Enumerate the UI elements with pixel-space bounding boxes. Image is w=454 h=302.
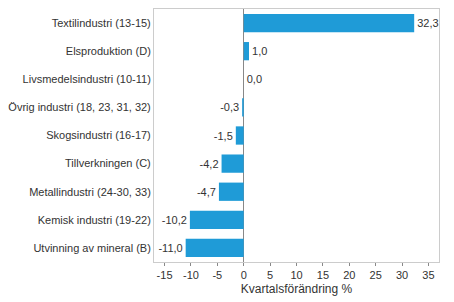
svg-text:32,3: 32,3 xyxy=(417,17,438,29)
svg-text:Livsmedelsindustri (10-11): Livsmedelsindustri (10-11) xyxy=(23,73,151,85)
svg-text:-5: -5 xyxy=(212,269,222,281)
svg-text:Kemisk industri (19-22): Kemisk industri (19-22) xyxy=(38,214,151,226)
svg-text:1,0: 1,0 xyxy=(252,45,267,57)
svg-text:-0,3: -0,3 xyxy=(220,101,239,113)
svg-text:-15: -15 xyxy=(157,269,173,281)
svg-text:Kvartalsförändring %: Kvartalsförändring % xyxy=(241,282,353,296)
svg-text:0,0: 0,0 xyxy=(247,73,262,85)
svg-text:35: 35 xyxy=(422,269,434,281)
svg-text:15: 15 xyxy=(317,269,329,281)
svg-text:Skogsindustri (16-17): Skogsindustri (16-17) xyxy=(46,129,151,141)
svg-text:Textilindustri (13-15): Textilindustri (13-15) xyxy=(52,17,151,29)
svg-text:Metallindustri (24-30, 33): Metallindustri (24-30, 33) xyxy=(29,186,151,198)
svg-text:25: 25 xyxy=(370,269,382,281)
svg-text:Övrig industri (18, 23, 31, 32: Övrig industri (18, 23, 31, 32) xyxy=(8,101,150,113)
svg-text:Utvinning av mineral (B): Utvinning av mineral (B) xyxy=(33,242,150,254)
svg-text:Elsproduktion (D): Elsproduktion (D) xyxy=(66,45,151,57)
svg-text:0: 0 xyxy=(241,269,247,281)
svg-text:-4,7: -4,7 xyxy=(197,186,216,198)
svg-text:-10,2: -10,2 xyxy=(162,214,187,226)
svg-text:30: 30 xyxy=(396,269,408,281)
svg-text:5: 5 xyxy=(267,269,273,281)
svg-text:Tillverkningen (C): Tillverkningen (C) xyxy=(65,157,151,169)
svg-text:20: 20 xyxy=(343,269,355,281)
svg-text:-11,0: -11,0 xyxy=(158,242,182,254)
svg-text:-10: -10 xyxy=(183,269,199,281)
svg-text:10: 10 xyxy=(290,269,302,281)
svg-text:-4,2: -4,2 xyxy=(200,158,219,170)
svg-text:-1,5: -1,5 xyxy=(214,130,233,142)
